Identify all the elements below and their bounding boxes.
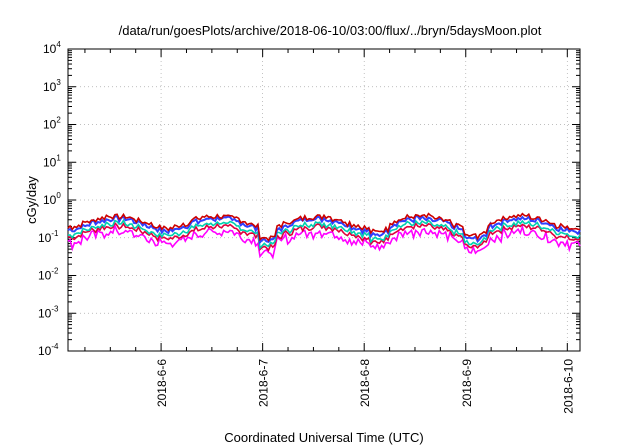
y-tick-label: 100 (43, 191, 61, 207)
y-tick-base: 10 (38, 306, 52, 320)
series-line (67, 218, 581, 250)
y-tick-label: 101 (43, 153, 61, 169)
y-tick-base: 10 (43, 155, 57, 169)
y-axis-label: cGy/day (24, 176, 39, 224)
y-tick-label: 10-4 (38, 342, 59, 358)
y-tick-exponent: 2 (56, 116, 61, 125)
y-tick-base: 10 (43, 80, 57, 94)
y-tick-label: 103 (43, 78, 61, 94)
x-tick-label: 2018-6-8 (358, 359, 372, 407)
y-tick-base: 10 (38, 269, 52, 283)
x-tick-label: 2018-6-7 (257, 359, 271, 407)
y-tick-label: 102 (43, 116, 61, 132)
y-tick-base: 10 (43, 193, 57, 207)
series-line (67, 212, 581, 242)
grid (68, 49, 580, 351)
y-tick-exponent: -4 (51, 342, 59, 351)
y-tick-exponent: -3 (51, 304, 59, 313)
y-tick-exponent: -1 (51, 229, 59, 238)
y-tick-exponent: 4 (56, 40, 61, 49)
x-axis: 2018-6-6 2018-6-7 2018-6-8 2018-6-9 2018-6-1… (84, 49, 575, 414)
y-tick-base: 10 (38, 231, 52, 245)
y-tick-label: 104 (43, 40, 61, 56)
y-tick-exponent: 1 (56, 153, 61, 162)
x-axis-label: Coordinated Universal Time (UTC) (224, 430, 423, 445)
chart-title: /data/run/goesPlots/archive/2018-06-10/0… (119, 23, 542, 38)
y-tick-exponent: 0 (56, 191, 61, 200)
y-tick-exponent: -2 (51, 267, 59, 276)
y-tick-base: 10 (43, 42, 57, 56)
series-line (67, 223, 581, 260)
y-tick-label: 10-3 (38, 304, 59, 320)
series-line (67, 214, 581, 245)
y-tick-label: 10-2 (38, 267, 59, 283)
y-tick-label: 10-1 (38, 229, 59, 245)
y-tick-base: 10 (43, 118, 57, 132)
y-tick-base: 10 (38, 344, 52, 358)
x-tick-label: 2018-6-9 (460, 359, 474, 407)
y-tick-exponent: 3 (56, 78, 61, 87)
series-line (67, 221, 581, 253)
x-tick-label: 2018-6-6 (155, 359, 169, 407)
x-tick-label: 2018-6-10 (561, 359, 575, 414)
series-group (67, 212, 581, 260)
